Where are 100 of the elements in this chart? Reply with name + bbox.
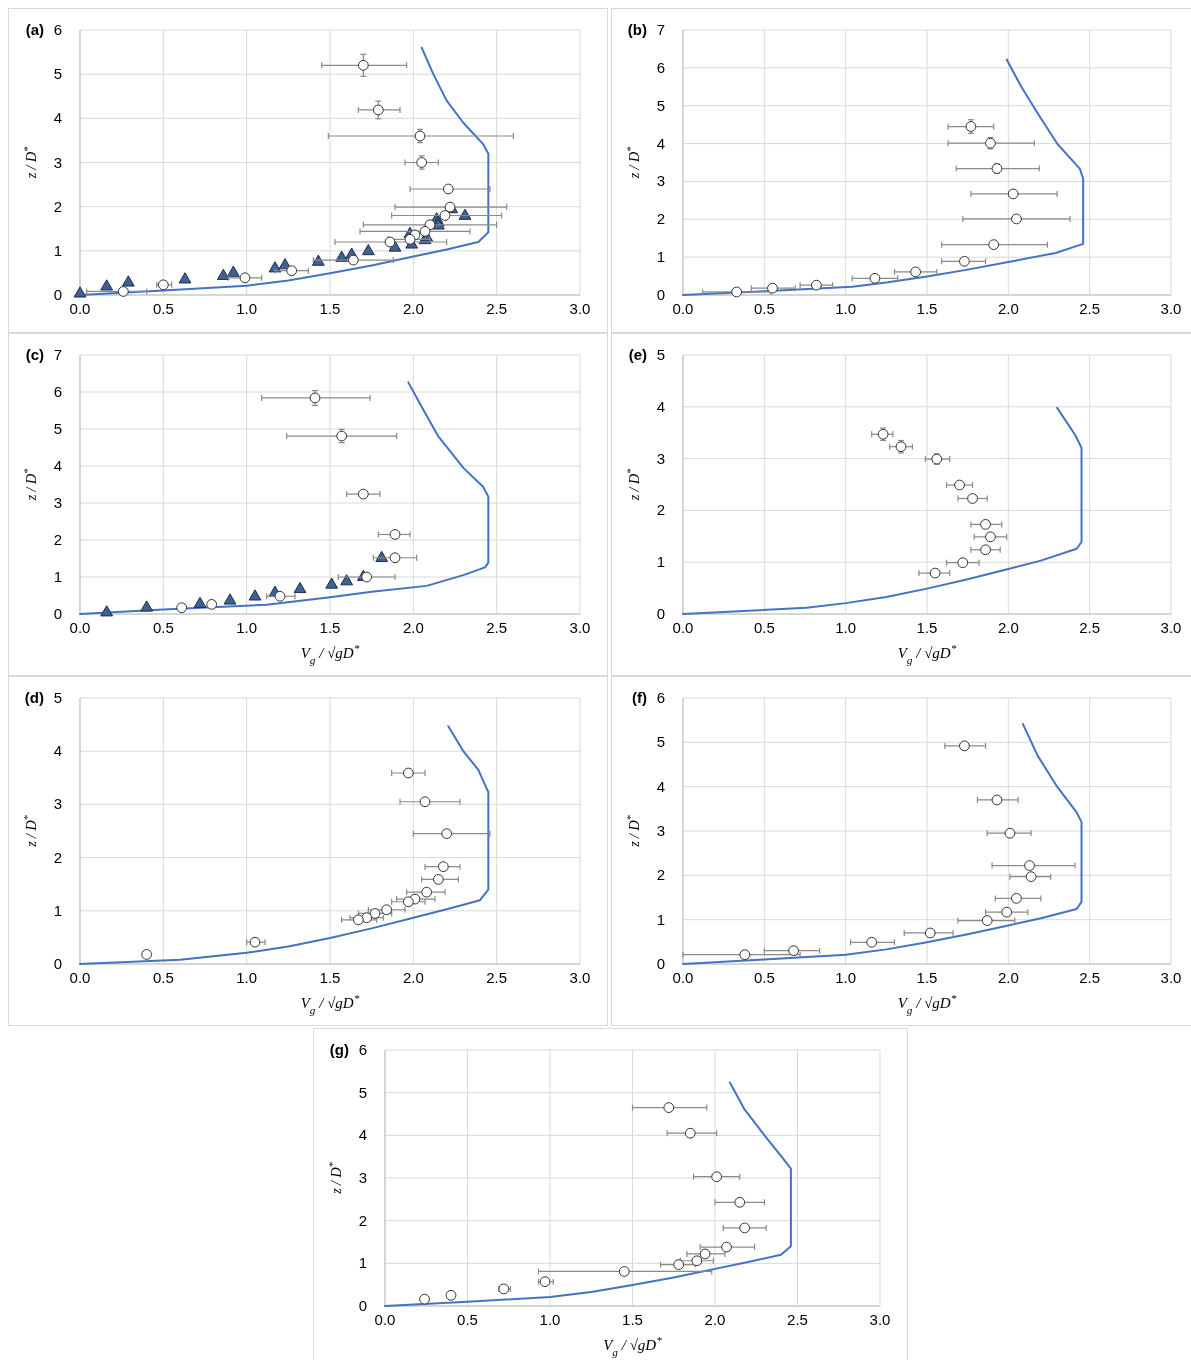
y-tick-label: 1	[656, 248, 666, 266]
x-axis-title: V$_{g}$ / √gD$^{*}$	[300, 992, 360, 1016]
x-tick-label: 2.5	[1079, 300, 1101, 317]
x-tick-label: 2.5	[486, 619, 508, 636]
chart-title: (d)	[24, 689, 44, 706]
y-tick-label: 2	[53, 197, 63, 215]
y-tick-label: 0	[53, 955, 63, 972]
x-tick-label: 1.0	[835, 619, 857, 636]
y-tick-label: 4	[656, 397, 666, 415]
y-tick-label: 6	[358, 1041, 368, 1058]
y-tick-label: 4	[53, 742, 63, 760]
y-tick-label: 0	[656, 286, 666, 303]
x-tick-label: 2.0	[402, 619, 424, 636]
y-tick-label: 1	[53, 901, 63, 919]
x-axis-title: V$_{g}$ / √gD$^{*}$	[300, 642, 360, 666]
x-tick-label: 2.0	[402, 300, 424, 317]
x-tick-label: 0.0	[374, 1311, 396, 1328]
y-tick-label: 4	[53, 109, 63, 127]
chart-title: (f)	[632, 689, 647, 706]
y-tick-label: 5	[656, 96, 666, 114]
x-tick-label: 2.0	[402, 969, 424, 986]
x-tick-label: 0.0	[672, 300, 694, 317]
x-tick-label: 0.0	[69, 969, 91, 986]
x-axis-title: V$_{g}$ / √gD$^{*}$	[603, 1334, 663, 1358]
y-tick-label: 0	[656, 955, 666, 972]
y-tick-label: 3	[358, 1169, 368, 1186]
x-tick-label: 0.0	[672, 619, 694, 636]
x-tick-label: 0.0	[672, 969, 694, 986]
x-tick-label: 3.0	[1160, 300, 1182, 317]
x-tick-label: 2.5	[1079, 619, 1101, 636]
x-tick-label: 1.0	[539, 1311, 561, 1328]
y-tick-label: 3	[656, 449, 666, 467]
y-tick-label: 0	[53, 605, 63, 622]
x-axis-title: V$_{g}$ / √gD$^{*}$	[897, 642, 957, 666]
y-tick-label: 7	[656, 21, 666, 38]
x-tick-label: 3.0	[1160, 969, 1182, 986]
x-tick-label: 1.5	[319, 619, 341, 636]
x-axis-title: V$_{g}$ / √gD$^{*}$	[897, 992, 957, 1016]
y-tick-label: 4	[656, 777, 666, 795]
y-tick-label: 0	[656, 605, 666, 622]
y-tick-label: 5	[53, 689, 63, 706]
x-tick-label: 1.5	[916, 969, 938, 986]
x-tick-label: 3.0	[1160, 619, 1182, 636]
y-tick-label: 2	[53, 848, 63, 866]
y-tick-label: 2	[656, 866, 666, 884]
x-tick-label: 1.0	[835, 969, 857, 986]
y-tick-label: 5	[53, 65, 63, 83]
x-tick-label: 3.0	[569, 969, 591, 986]
y-tick-label: 6	[656, 58, 666, 76]
x-tick-label: 1.0	[835, 300, 857, 317]
x-tick-label: 0.5	[753, 969, 775, 986]
x-tick-label: 2.0	[997, 969, 1019, 986]
x-tick-label: 1.0	[236, 969, 258, 986]
y-tick-label: 6	[656, 689, 666, 706]
y-tick-label: 4	[656, 134, 666, 152]
y-tick-label: 2	[656, 501, 666, 519]
x-tick-label: 2.5	[1079, 969, 1101, 986]
x-tick-label: 0.5	[753, 300, 775, 317]
y-tick-label: 4	[53, 457, 63, 474]
chart-title: (a)	[25, 21, 44, 38]
y-tick-label: 0	[358, 1297, 368, 1314]
y-tick-label: 6	[53, 383, 63, 400]
y-tick-label: 2	[53, 531, 63, 548]
chart-title: (b)	[627, 21, 647, 38]
x-tick-label: 0.5	[152, 300, 174, 317]
x-tick-label: 1.5	[319, 300, 341, 317]
y-tick-label: 5	[656, 346, 666, 363]
x-tick-label: 2.0	[997, 300, 1019, 317]
y-tick-label: 3	[53, 795, 63, 813]
x-tick-label: 3.0	[869, 1311, 891, 1328]
x-tick-label: 2.5	[486, 300, 508, 317]
x-tick-label: 0.5	[152, 969, 174, 986]
y-tick-label: 4	[358, 1126, 368, 1144]
x-tick-label: 2.5	[486, 969, 508, 986]
x-tick-label: 2.5	[787, 1311, 808, 1328]
y-tick-label: 1	[656, 910, 666, 928]
y-tick-label: 1	[53, 568, 63, 585]
x-tick-label: 1.5	[622, 1311, 643, 1328]
x-tick-label: 3.0	[569, 619, 591, 636]
y-tick-label: 5	[53, 420, 63, 437]
y-tick-label: 1	[53, 241, 63, 259]
y-tick-label: 3	[656, 172, 666, 190]
chart-title: (e)	[628, 346, 647, 363]
chart-title: (g)	[329, 1041, 349, 1058]
chart-title: (c)	[25, 346, 44, 363]
x-tick-label: 0.5	[152, 619, 174, 636]
y-tick-label: 6	[53, 21, 63, 38]
x-tick-label: 1.5	[319, 969, 341, 986]
x-tick-label: 1.5	[916, 619, 938, 636]
x-tick-label: 0.5	[753, 619, 775, 636]
x-tick-label: 0.0	[69, 300, 91, 317]
x-tick-label: 0.5	[457, 1311, 478, 1328]
y-tick-label: 3	[656, 822, 666, 839]
x-tick-label: 1.0	[236, 619, 258, 636]
y-tick-label: 0	[53, 286, 63, 303]
x-tick-label: 1.0	[236, 300, 258, 317]
y-tick-label: 3	[53, 494, 63, 511]
x-tick-label: 0.0	[69, 619, 91, 636]
y-tick-label: 7	[53, 346, 63, 363]
y-tick-label: 5	[656, 733, 666, 751]
